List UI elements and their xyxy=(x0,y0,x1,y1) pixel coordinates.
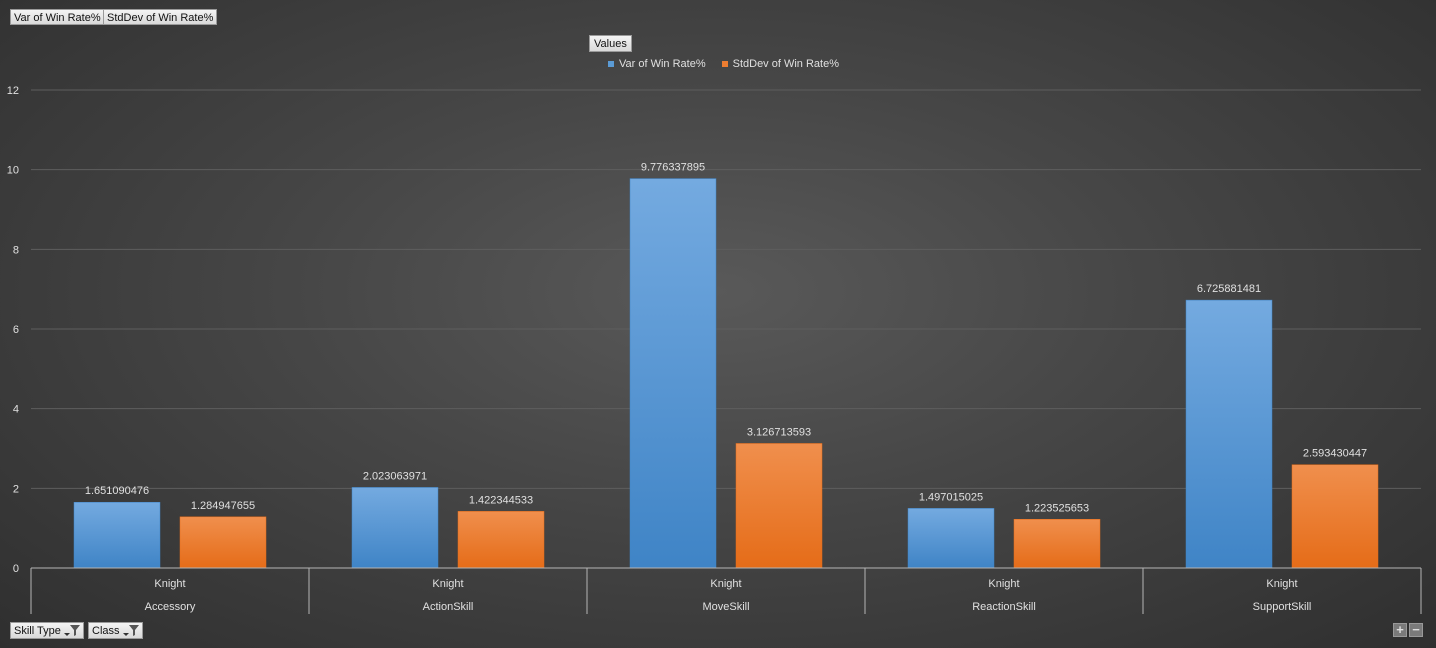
x-outer-category-label: SupportSkill xyxy=(1253,601,1312,613)
class-filter-button[interactable]: Class xyxy=(88,622,143,639)
data-label: 1.223525653 xyxy=(1025,502,1089,514)
legend-item-var[interactable]: Var of Win Rate% xyxy=(608,58,706,70)
data-labels: 1.651090476 1.284947655 2.023063971 1.42234… xyxy=(85,162,1367,515)
bar-stddev-reactionskill[interactable] xyxy=(1013,519,1101,569)
legend-swatch-stddev xyxy=(721,61,728,67)
data-label: 1.422344533 xyxy=(469,494,533,506)
y-tick-label: 2 xyxy=(13,483,19,495)
bar-var-reactionskill[interactable] xyxy=(907,508,995,569)
field-button-var-win-rate[interactable]: Var of Win Rate% xyxy=(10,9,105,25)
y-axis-ticks: 0 2 4 6 8 10 12 xyxy=(7,85,19,575)
y-tick-label: 12 xyxy=(7,85,19,97)
data-label: 2.023063971 xyxy=(363,470,427,482)
legend-label-var: Var of Win Rate% xyxy=(619,58,706,70)
values-field-button[interactable]: Values xyxy=(589,35,632,52)
y-tick-label: 6 xyxy=(13,324,19,336)
field-button-stddev-win-rate[interactable]: StdDev of Win Rate% xyxy=(103,9,218,25)
skill-type-filter-label: Skill Type xyxy=(14,625,61,637)
bar-var-actionskill[interactable] xyxy=(351,487,439,569)
filter-dropdown-icon xyxy=(63,625,80,636)
x-outer-category-label: Accessory xyxy=(145,601,196,613)
x-outer-category-label: ReactionSkill xyxy=(972,601,1036,613)
bar-stddev-supportskill[interactable] xyxy=(1291,464,1379,569)
x-inner-category-label: Knight xyxy=(988,578,1019,590)
bar-stddev-actionskill[interactable] xyxy=(457,511,545,569)
x-outer-category-label: ActionSkill xyxy=(423,601,474,613)
bar-var-accessory[interactable] xyxy=(73,501,161,569)
x-inner-category-label: Knight xyxy=(154,578,185,590)
data-label: 1.497015025 xyxy=(919,491,983,503)
y-tick-label: 8 xyxy=(13,244,19,256)
skill-type-filter-button[interactable]: Skill Type xyxy=(10,622,84,639)
x-inner-category-label: Knight xyxy=(432,578,463,590)
filter-dropdown-icon xyxy=(122,625,139,636)
gridlines xyxy=(31,89,1421,489)
collapse-field-button[interactable]: − xyxy=(1409,623,1423,637)
bars xyxy=(73,178,1379,569)
x-inner-category-label: Knight xyxy=(1266,578,1297,590)
expand-field-button[interactable]: + xyxy=(1393,623,1407,637)
x-outer-category-label: MoveSkill xyxy=(702,601,749,613)
bar-var-supportskill[interactable] xyxy=(1185,299,1273,569)
bar-stddev-accessory[interactable] xyxy=(179,516,267,569)
y-tick-label: 4 xyxy=(13,404,19,416)
y-tick-label: 10 xyxy=(7,165,19,177)
legend-label-stddev: StdDev of Win Rate% xyxy=(732,58,839,70)
data-label: 1.284947655 xyxy=(191,500,255,512)
data-label: 9.776337895 xyxy=(641,162,705,174)
x-axis: Knight Accessory Knight ActionSkill Knight Mo… xyxy=(30,567,1422,614)
chart-legend: Var of Win Rate% StdDev of Win Rate% xyxy=(608,58,839,70)
legend-swatch-var xyxy=(608,61,614,67)
data-label: 2.593430447 xyxy=(1303,448,1367,460)
data-label: 6.725881481 xyxy=(1197,283,1261,295)
data-label: 1.651090476 xyxy=(85,485,149,497)
bar-var-moveskill[interactable] xyxy=(629,178,717,569)
x-inner-category-label: Knight xyxy=(710,578,741,590)
bar-stddev-moveskill[interactable] xyxy=(735,443,823,569)
legend-item-stddev[interactable]: StdDev of Win Rate% xyxy=(721,58,839,70)
y-tick-label: 0 xyxy=(13,563,19,575)
data-label: 3.126713593 xyxy=(747,426,811,438)
class-filter-label: Class xyxy=(92,625,120,637)
